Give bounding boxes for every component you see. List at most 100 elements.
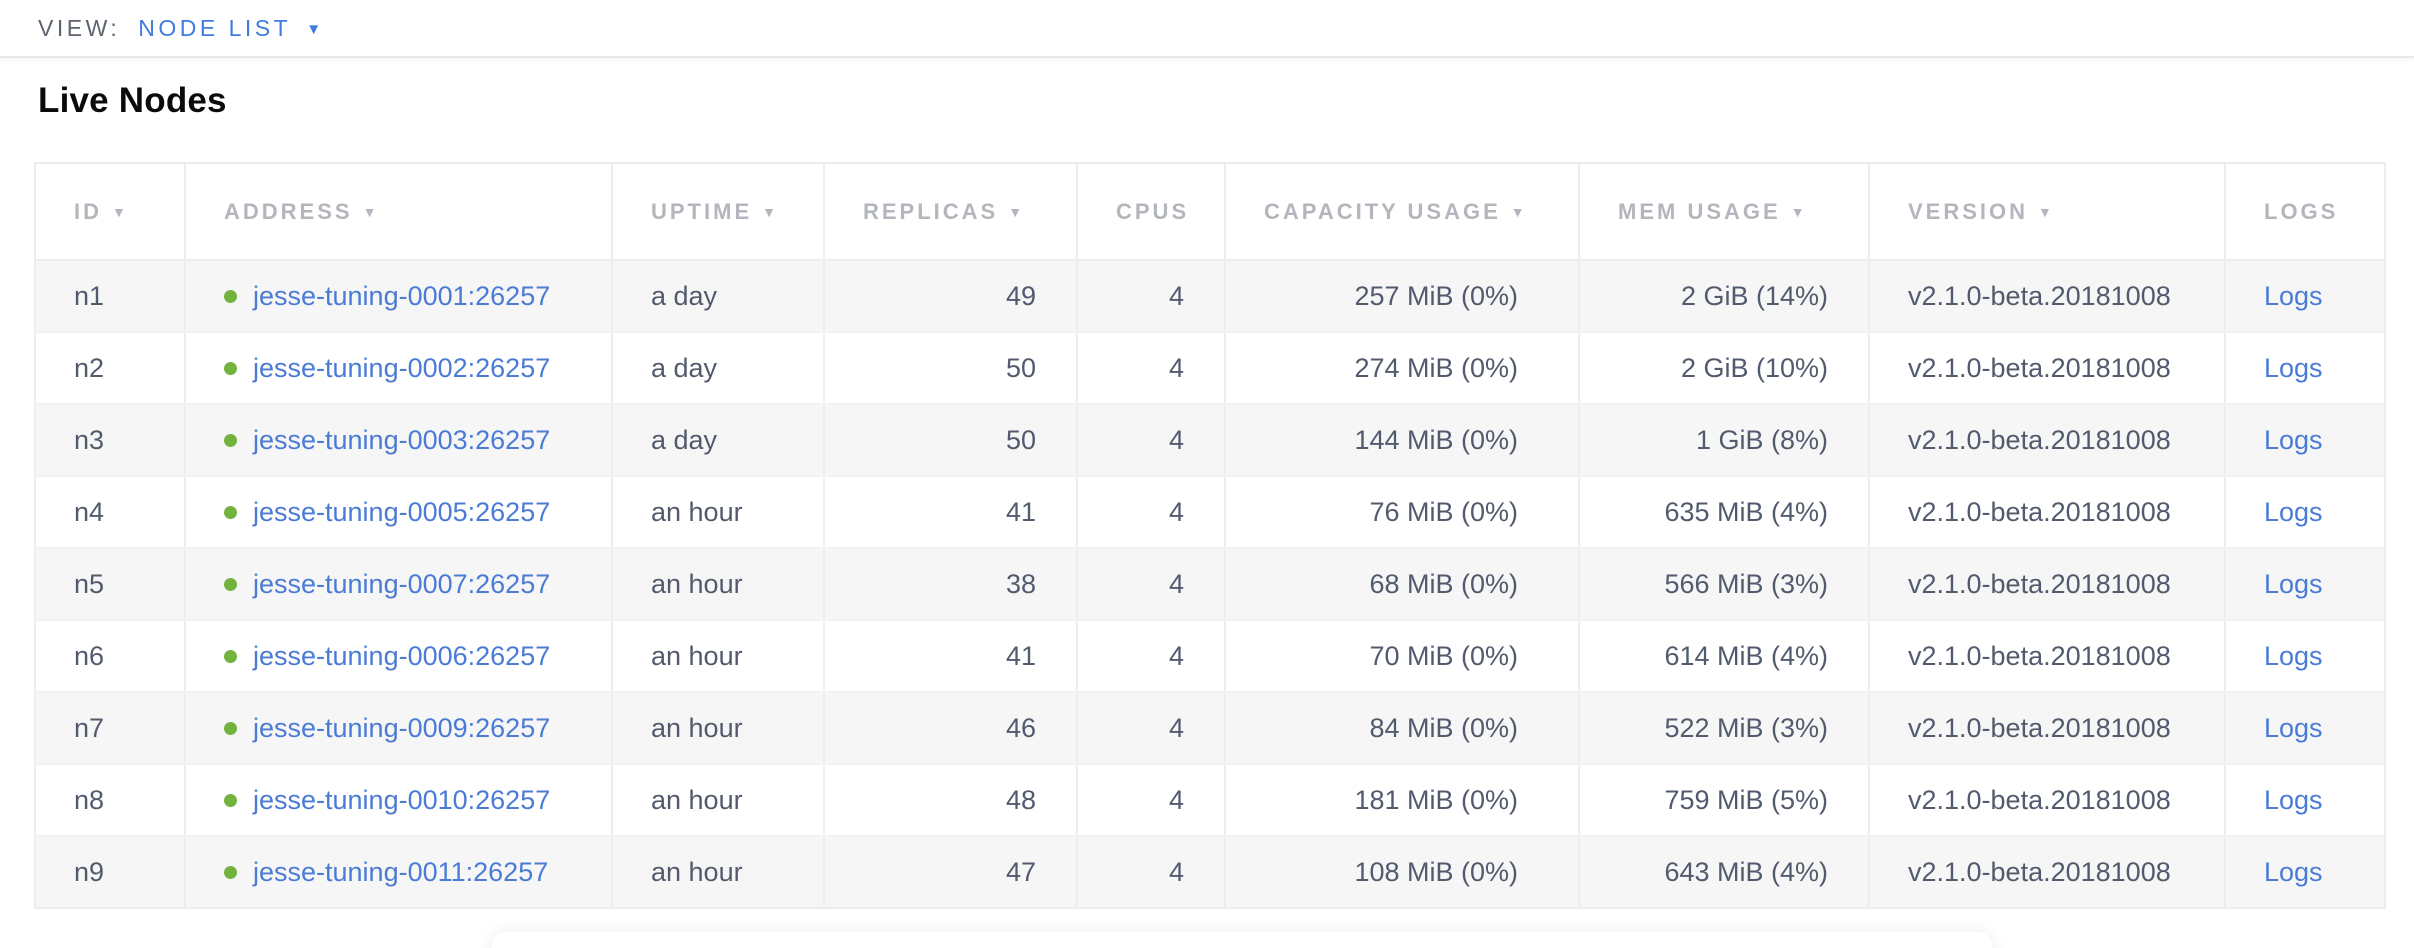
node-mem-usage-cell: 643 MiB (4%) — [1578, 836, 1869, 908]
table-row: n7 jesse-tuning-0009:26257 an hour 46 4 … — [35, 692, 2385, 765]
node-address-link[interactable]: jesse-tuning-0009:26257 — [253, 712, 551, 743]
node-cpus-cell: 4 — [1076, 620, 1225, 693]
node-live-status-dot — [224, 505, 237, 519]
node-address-cell: jesse-tuning-0005:26257 — [184, 476, 612, 549]
node-address-cell: jesse-tuning-0009:26257 — [184, 692, 612, 765]
node-mem-usage-cell: 1 GiB (8%) — [1578, 404, 1869, 477]
table-row: n4 jesse-tuning-0005:26257 an hour 41 4 … — [35, 476, 2385, 549]
node-address-cell: jesse-tuning-0011:26257 — [184, 836, 612, 908]
bottom-panel-shadow — [492, 932, 1992, 948]
node-replicas-cell: 41 — [823, 476, 1077, 549]
column-header-mem-usage[interactable]: MEM USAGE ▼ — [1578, 163, 1869, 261]
node-address-link[interactable]: jesse-tuning-0007:26257 — [253, 568, 551, 599]
node-address-cell: jesse-tuning-0001:26257 — [184, 260, 612, 333]
column-header-id[interactable]: ID ▼ — [35, 163, 185, 261]
node-logs-link[interactable]: Logs — [2264, 424, 2323, 455]
column-header-capacity-usage[interactable]: CAPACITY USAGE ▼ — [1224, 163, 1579, 261]
node-replicas-cell: 49 — [823, 260, 1077, 333]
column-header-replicas[interactable]: REPLICAS ▼ — [823, 163, 1077, 261]
node-uptime-cell: an hour — [611, 476, 824, 549]
view-selector-dropdown[interactable]: NODE LIST ▼ — [138, 15, 321, 42]
page-title: Live Nodes — [38, 81, 227, 120]
node-capacity-usage-cell: 181 MiB (0%) — [1224, 764, 1579, 837]
node-cpus-cell: 4 — [1076, 548, 1225, 621]
node-version-cell: v2.1.0-beta.20181008 — [1868, 548, 2225, 621]
node-cpus-cell: 4 — [1076, 764, 1225, 837]
node-logs-link[interactable]: Logs — [2264, 280, 2323, 311]
node-capacity-usage-cell: 76 MiB (0%) — [1224, 476, 1579, 549]
node-address-cell: jesse-tuning-0006:26257 — [184, 620, 612, 693]
node-uptime-cell: a day — [611, 260, 824, 333]
node-uptime-cell: an hour — [611, 764, 824, 837]
sort-arrow-icon: ▼ — [1790, 203, 1808, 220]
column-header-cpus: CPUS — [1076, 163, 1225, 261]
node-logs-link[interactable]: Logs — [2264, 856, 2323, 887]
node-logs-cell: Logs — [2224, 260, 2385, 333]
node-logs-cell: Logs — [2224, 620, 2385, 693]
node-logs-link[interactable]: Logs — [2264, 496, 2323, 527]
node-capacity-usage-cell: 144 MiB (0%) — [1224, 404, 1579, 477]
table-row: n3 jesse-tuning-0003:26257 a day 50 4 14… — [35, 404, 2385, 477]
node-logs-link[interactable]: Logs — [2264, 568, 2323, 599]
node-version-cell: v2.1.0-beta.20181008 — [1868, 404, 2225, 477]
table-row: n1 jesse-tuning-0001:26257 a day 49 4 25… — [35, 260, 2385, 333]
node-cpus-cell: 4 — [1076, 836, 1225, 908]
node-id-cell: n1 — [35, 260, 185, 333]
node-address-link[interactable]: jesse-tuning-0005:26257 — [253, 496, 551, 527]
node-id-cell: n9 — [74, 856, 105, 887]
node-logs-link[interactable]: Logs — [2264, 712, 2323, 743]
node-id-cell: n4 — [35, 476, 185, 549]
column-header-address[interactable]: ADDRESS ▼ — [184, 163, 612, 261]
node-logs-cell: Logs — [2224, 836, 2385, 908]
chevron-down-icon: ▼ — [306, 20, 322, 38]
node-live-status-dot — [224, 289, 237, 303]
table-row: n8 jesse-tuning-0010:26257 an hour 48 4 … — [35, 764, 2385, 837]
node-address-link[interactable]: jesse-tuning-0003:26257 — [253, 424, 551, 455]
view-selected-value: NODE LIST — [138, 14, 292, 41]
node-address-link[interactable]: jesse-tuning-0010:26257 — [253, 784, 551, 815]
column-header-uptime[interactable]: UPTIME ▼ — [611, 163, 824, 261]
node-version-cell: v2.1.0-beta.20181008 — [1868, 692, 2225, 765]
live-nodes-table: ID ▼ ADDRESS ▼ UPTIME ▼ REPLICAS ▼ CPUS CAPA… — [34, 162, 2386, 909]
node-logs-cell: Logs — [2224, 476, 2385, 549]
node-cpus-cell: 4 — [1076, 332, 1225, 405]
node-id-cell: n3 — [35, 404, 185, 477]
node-replicas-cell: 47 — [823, 836, 1077, 908]
column-header-logs: LOGS — [2224, 163, 2385, 261]
nodes-table-body: n1 jesse-tuning-0001:26257 a day 49 4 25… — [35, 260, 2385, 908]
node-address-link[interactable]: jesse-tuning-0002:26257 — [253, 352, 551, 383]
node-replicas-cell: 50 — [823, 332, 1077, 405]
sort-arrow-icon: ▼ — [2038, 203, 2055, 220]
table-header-row: ID ▼ ADDRESS ▼ UPTIME ▼ REPLICAS ▼ CPUS CAPA… — [35, 163, 2385, 261]
view-bar: VIEW: NODE LIST ▼ — [0, 0, 2414, 58]
nodes-table-container: ID ▼ ADDRESS ▼ UPTIME ▼ REPLICAS ▼ CPUS CAPA… — [34, 162, 2414, 909]
node-uptime-cell: a day — [611, 404, 824, 477]
node-address-link[interactable]: jesse-tuning-0011:26257 — [253, 856, 549, 887]
node-logs-cell: Logs — [2224, 548, 2385, 621]
node-mem-usage-cell: 2 GiB (14%) — [1578, 260, 1869, 333]
node-logs-link[interactable]: Logs — [2264, 784, 2323, 815]
node-capacity-usage-cell: 70 MiB (0%) — [1224, 620, 1579, 693]
sort-arrow-icon: ▼ — [362, 203, 380, 220]
node-logs-cell: Logs — [2224, 764, 2385, 837]
node-logs-link[interactable]: Logs — [2264, 352, 2323, 383]
node-capacity-usage-cell: 84 MiB (0%) — [1224, 692, 1579, 765]
node-id-cell: n5 — [35, 548, 185, 621]
node-address-link[interactable]: jesse-tuning-0006:26257 — [253, 640, 551, 671]
node-address-link[interactable]: jesse-tuning-0001:26257 — [253, 280, 551, 311]
node-replicas-cell: 46 — [823, 692, 1077, 765]
column-header-version[interactable]: VERSION ▼ — [1868, 163, 2225, 261]
node-uptime-cell: an hour — [611, 692, 824, 765]
node-live-status-dot — [224, 649, 237, 663]
node-live-status-dot — [224, 721, 237, 735]
node-address-cell: jesse-tuning-0010:26257 — [184, 764, 612, 837]
node-version-cell: v2.1.0-beta.20181008 — [1868, 332, 2225, 405]
table-row: n2 jesse-tuning-0002:26257 a day 50 4 27… — [35, 332, 2385, 405]
node-logs-link[interactable]: Logs — [2264, 640, 2323, 671]
node-live-status-dot — [224, 433, 237, 447]
node-address-cell: jesse-tuning-0007:26257 — [184, 548, 612, 621]
node-mem-usage-cell: 759 MiB (5%) — [1578, 764, 1869, 837]
node-live-status-dot — [224, 577, 237, 591]
node-id-cell: n2 — [35, 332, 185, 405]
node-cpus-cell: 4 — [1076, 260, 1225, 333]
